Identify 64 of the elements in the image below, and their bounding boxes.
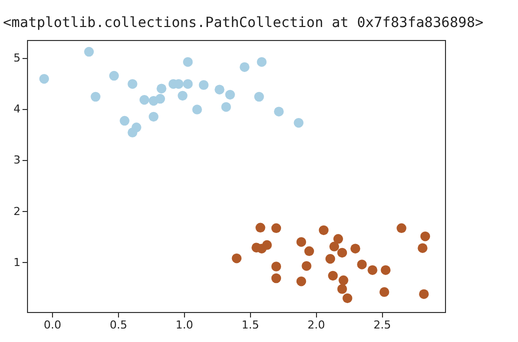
point	[232, 253, 242, 264]
point	[221, 102, 231, 112]
point	[380, 265, 391, 275]
point	[333, 234, 344, 244]
point	[318, 225, 329, 236]
point	[418, 243, 428, 253]
point	[296, 237, 306, 247]
point	[192, 104, 202, 114]
point	[271, 262, 282, 272]
point	[379, 287, 390, 297]
point	[325, 254, 336, 264]
point	[256, 222, 266, 232]
point	[337, 284, 348, 294]
point	[225, 90, 235, 100]
point	[274, 106, 284, 116]
y-tick-label: 5	[14, 51, 20, 64]
point	[271, 273, 282, 284]
point	[109, 70, 119, 81]
point	[337, 248, 348, 258]
point	[198, 80, 209, 90]
point	[357, 260, 367, 270]
point	[156, 84, 166, 94]
point	[183, 57, 193, 67]
text: <matplotlib.collections.PathCollection at 0x7f83fa836898>	[3, 15, 484, 31]
point	[39, 74, 50, 84]
point	[214, 84, 224, 94]
point	[178, 90, 188, 101]
point	[148, 112, 158, 122]
point	[271, 223, 282, 234]
x-tick-label: 2.0	[308, 318, 326, 332]
point	[128, 79, 138, 89]
point	[132, 122, 142, 132]
point	[254, 92, 264, 102]
x-tick-label: 0.5	[110, 318, 128, 332]
point	[90, 92, 100, 102]
point	[139, 94, 150, 105]
point	[84, 46, 94, 57]
point	[155, 94, 166, 104]
y-tick-label: 3	[14, 154, 20, 167]
point	[183, 79, 193, 89]
point	[396, 223, 406, 234]
point	[338, 275, 348, 286]
y-tick-label: 1	[14, 256, 20, 269]
point	[420, 231, 430, 242]
point	[304, 246, 314, 256]
point	[328, 270, 338, 281]
point	[350, 244, 360, 254]
x-tick-label: 0.0	[44, 318, 62, 332]
x-tick-label: 2.5	[373, 318, 391, 332]
x-tick-label: 1.5	[242, 318, 260, 332]
point	[329, 242, 340, 252]
point	[120, 116, 130, 126]
point	[302, 261, 312, 271]
y-tick-label: 4	[14, 102, 20, 116]
y-tick-label: 2	[14, 204, 20, 218]
x-tick-label: 1.0	[176, 318, 194, 332]
point	[262, 240, 272, 250]
point	[294, 118, 304, 128]
point	[296, 276, 306, 286]
point	[240, 62, 250, 72]
point	[256, 57, 267, 67]
point	[419, 289, 429, 299]
point	[342, 293, 352, 304]
point	[368, 265, 378, 275]
